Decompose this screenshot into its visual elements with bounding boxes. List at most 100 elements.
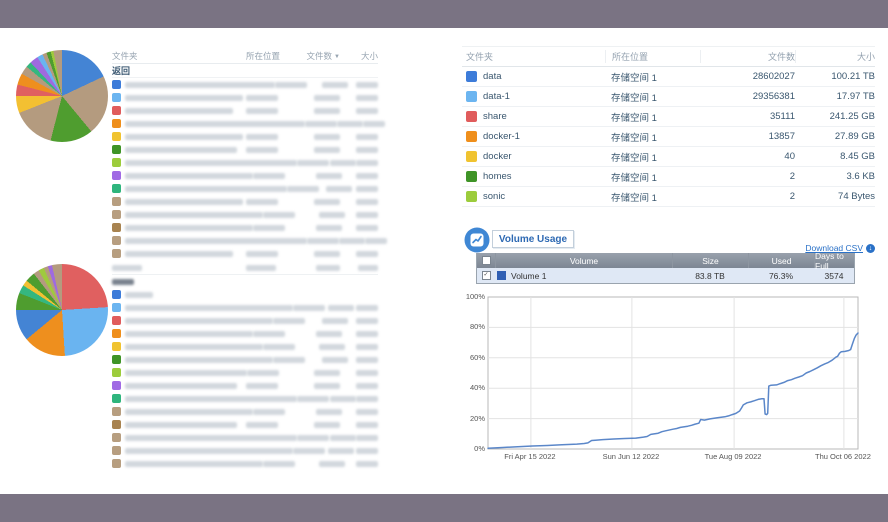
table-row[interactable] — [112, 91, 378, 104]
table-row[interactable]: data 存储空间 1 28602027 100.21 TB — [462, 67, 875, 87]
table-row[interactable] — [112, 169, 378, 182]
folder-table-header: 文件夹 所在位置 文件数 大小 — [462, 46, 875, 67]
table-row[interactable] — [112, 195, 378, 208]
download-icon: ↓ — [866, 243, 875, 253]
chart-plot-area — [487, 296, 859, 450]
table-row[interactable] — [112, 104, 378, 117]
folder-icon — [112, 329, 121, 338]
table-row[interactable] — [112, 208, 378, 221]
col-used: Used — [748, 253, 814, 268]
volume-usage-chart-icon — [464, 227, 490, 253]
table-row[interactable]: docker-1 存储空间 1 13857 27.89 GB — [462, 127, 875, 147]
sort-desc-icon: ▼ — [334, 53, 340, 60]
folder-icon — [112, 158, 121, 167]
volume-color-swatch — [497, 271, 506, 280]
col-folder[interactable]: 文件夹 — [112, 50, 138, 61]
folder-icon — [112, 132, 121, 141]
volume-usage-line-chart: 0% 20% 40% 60% 80% 100% Fri Apr 15 2022 Sun Ju… — [462, 290, 875, 470]
y-tick-label: 100% — [465, 292, 485, 301]
volume-row[interactable]: ✓ Volume 1 83.8 TB 76.3% 3574 — [477, 268, 854, 283]
select-all-checkbox[interactable] — [481, 256, 491, 265]
x-tick-label: Sun Jun 12 2022 — [602, 452, 660, 461]
table-row[interactable] — [112, 340, 378, 353]
folder-icon — [466, 91, 477, 102]
folder-size-pie-chart-bottom — [16, 264, 108, 356]
folder-name: homes — [483, 171, 512, 182]
col-size[interactable]: 大小 — [360, 50, 378, 61]
x-tick-label: Fri Apr 15 2022 — [504, 452, 556, 461]
table-row[interactable] — [112, 130, 378, 143]
table-row[interactable] — [112, 234, 387, 247]
folder-icon — [466, 131, 477, 142]
folder-icon — [112, 106, 121, 115]
folder-icon — [112, 145, 121, 154]
folder-icon — [112, 210, 121, 219]
redacted-header-row — [112, 262, 378, 275]
folder-icon — [466, 151, 477, 162]
table-row[interactable]: homes 存储空间 1 2 3.6 KB — [462, 167, 875, 187]
table-row[interactable]: data-1 存储空间 1 29356381 17.97 TB — [462, 87, 875, 107]
folder-icon — [112, 394, 121, 403]
folder-icon — [112, 342, 121, 351]
folder-name: share — [483, 111, 507, 122]
back-label: 返回 — [112, 66, 131, 76]
table-row[interactable] — [112, 457, 378, 470]
table-row[interactable]: docker 存储空间 1 40 8.45 GB — [462, 147, 875, 167]
table-row[interactable] — [112, 143, 378, 156]
folder-name: data — [483, 71, 502, 82]
volume-checkbox[interactable]: ✓ — [481, 271, 491, 280]
table-row[interactable] — [112, 431, 378, 444]
table-row[interactable] — [112, 366, 379, 379]
col-size: Size — [672, 253, 748, 268]
table-row[interactable] — [112, 327, 378, 340]
table-row[interactable] — [112, 288, 378, 301]
folder-icon — [112, 236, 121, 245]
volume-usage-title: Volume Usage — [492, 230, 574, 248]
y-tick-label: 40% — [469, 383, 485, 393]
x-tick-label: Thu Oct 06 2022 — [815, 452, 871, 461]
folder-icon — [112, 223, 121, 232]
col-folder[interactable]: 文件夹 — [466, 52, 494, 62]
folder-size-pie-chart-top — [16, 50, 108, 142]
download-csv-label[interactable]: Download CSV — [805, 243, 863, 253]
folder-icon — [466, 171, 477, 182]
table-row[interactable] — [112, 78, 378, 91]
table-row[interactable] — [112, 156, 378, 169]
folder-icon — [112, 303, 121, 312]
back-row[interactable]: 返回 — [112, 64, 378, 78]
table-row[interactable] — [112, 353, 379, 366]
y-tick-label: 80% — [469, 322, 485, 332]
folder-name: docker — [483, 151, 512, 162]
folder-icon — [112, 368, 121, 377]
table-row[interactable] — [112, 418, 378, 431]
y-tick-label: 20% — [469, 413, 485, 423]
table-row[interactable] — [112, 444, 378, 457]
table-row[interactable] — [112, 247, 378, 260]
volume-days-to-full: 3574 — [824, 270, 844, 281]
redacted-back-row[interactable] — [112, 275, 378, 288]
volume-table-header: Volume Size Used Days to Full — [477, 251, 854, 271]
table-row[interactable] — [112, 117, 385, 130]
col-filecount[interactable]: 文件数 ▼ — [306, 50, 340, 61]
redacted-rows — [112, 78, 387, 260]
table-row[interactable]: share 存储空间 1 35111 241.25 GB — [462, 107, 875, 127]
folder-name: sonic — [483, 191, 506, 202]
col-filecount[interactable]: 文件数 — [700, 50, 795, 63]
table-row[interactable]: sonic 存储空间 1 2 74 Bytes — [462, 187, 875, 207]
table-row[interactable] — [112, 221, 378, 234]
table-row[interactable] — [112, 405, 378, 418]
col-location[interactable]: 所在位置 — [605, 50, 700, 63]
volume-size: 83.8 TB — [695, 270, 725, 281]
download-csv-link[interactable]: Download CSV ↓ — [785, 243, 875, 253]
select-all-checkbox-cell[interactable] — [477, 253, 495, 268]
table-row[interactable] — [112, 379, 378, 392]
folder-icon — [112, 433, 121, 442]
col-size[interactable]: 大小 — [795, 50, 875, 63]
table-row[interactable] — [112, 392, 378, 405]
table-row[interactable] — [112, 301, 378, 314]
folder-icon — [112, 171, 121, 180]
table-row[interactable] — [112, 314, 379, 327]
table-row[interactable] — [112, 182, 379, 195]
col-location[interactable]: 所在位置 — [246, 50, 281, 61]
folder-icon — [112, 80, 121, 89]
